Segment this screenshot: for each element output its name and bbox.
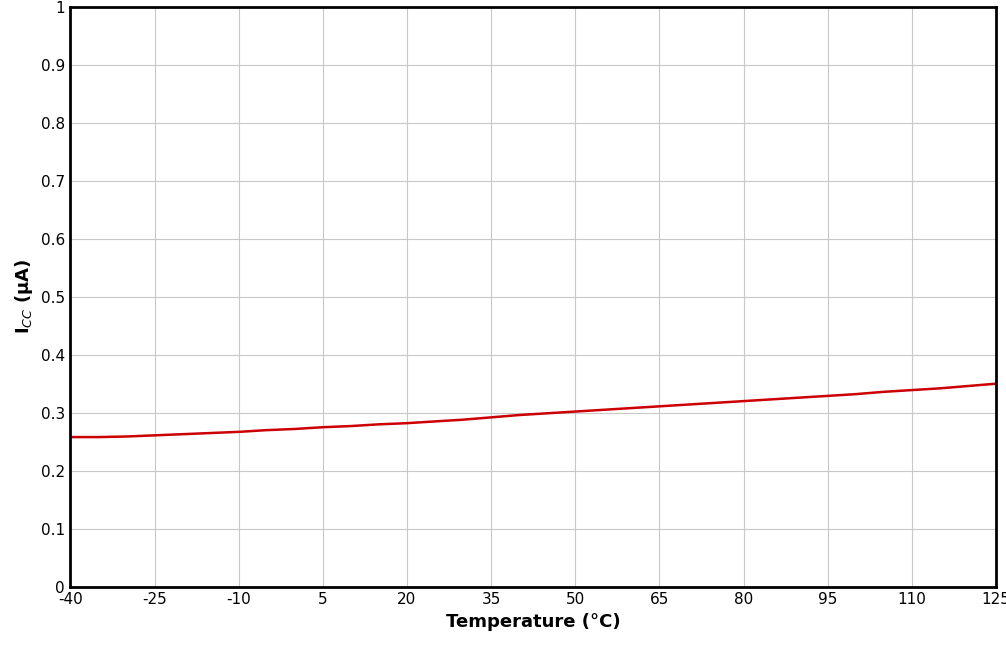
X-axis label: Temperature (°C): Temperature (°C) — [446, 613, 621, 631]
Y-axis label: I$_{CC}$ (μA): I$_{CC}$ (μA) — [13, 259, 35, 334]
